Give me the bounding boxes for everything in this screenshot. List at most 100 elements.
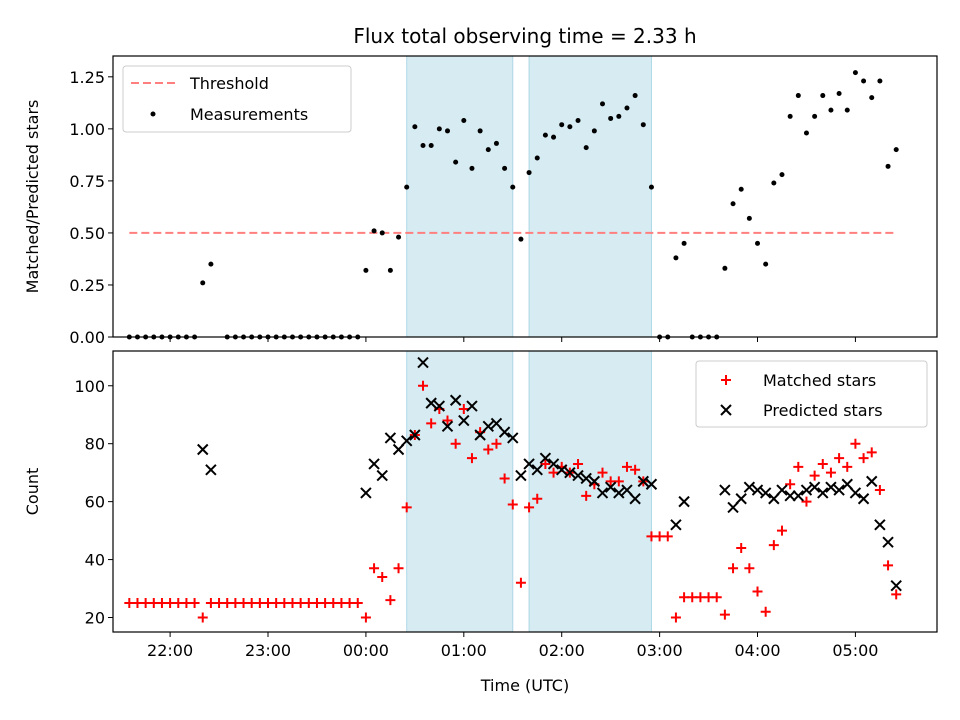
measurement-point [583, 145, 589, 151]
measurement-point [624, 105, 630, 111]
ratio-x-axis [169, 337, 856, 342]
y-tick-label: 80 [85, 435, 105, 454]
measurement-point [575, 118, 581, 124]
measurement-point [681, 240, 687, 246]
measurement-point [591, 128, 597, 134]
matched-star-point [891, 589, 902, 600]
measurement-point [844, 107, 850, 113]
count-marks [124, 356, 902, 623]
measurement-point [673, 255, 679, 261]
matched-star-point [581, 490, 592, 501]
predicted-star-point [841, 478, 853, 490]
observation-windows [406, 55, 652, 338]
matched-star-point [507, 499, 518, 510]
predicted-star-point [531, 464, 543, 476]
predicted-star-point [874, 519, 886, 531]
measurement-point [428, 143, 434, 149]
measurement-point [738, 186, 744, 192]
measurement-point [542, 132, 548, 138]
measurement-point [885, 163, 891, 169]
matched-star-point [850, 438, 861, 449]
matched-star-point [466, 453, 477, 464]
legend-measurement-label: Measurements [190, 105, 308, 124]
measurement-point [469, 165, 475, 171]
measurement-point [640, 122, 646, 128]
y-tick-label: 60 [85, 493, 105, 512]
ratio-panel: 0.00 0.25 0.50 0.75 1.00 1.25 Matched/Predict… [23, 55, 938, 347]
y-tick-label: 40 [85, 551, 105, 570]
matched-star-point [491, 438, 502, 449]
matched-star-point [817, 458, 828, 469]
predicted-star-point [596, 487, 609, 499]
ratio-y-axis-label: Matched/Predicted stars [23, 100, 42, 294]
measurement-point [632, 93, 638, 99]
predicted-star-point [792, 490, 805, 502]
observation-window [406, 55, 514, 338]
matched-star-point [630, 464, 641, 475]
predicted-star-point [376, 469, 388, 482]
matched-star-point [189, 598, 200, 609]
observation-window [528, 55, 652, 338]
predicted-star-point [580, 472, 592, 485]
matched-star-point [744, 563, 755, 574]
predicted-star-point [425, 397, 437, 409]
measurement-point [795, 93, 801, 99]
predicted-star-point [613, 487, 625, 499]
matched-star-point [776, 525, 787, 536]
measurement-point [836, 90, 842, 96]
ratio-legend: Threshold Measurements [122, 65, 352, 133]
predicted-star-point [474, 429, 486, 441]
y-tick-label: 0.50 [69, 224, 105, 243]
measurement-point [518, 236, 524, 242]
predicted-star-point [523, 458, 535, 470]
predicted-star-point [498, 426, 511, 438]
predicted-star-point [588, 475, 601, 488]
matched-star-point [515, 577, 526, 588]
predicted-star-point [409, 429, 421, 441]
legend-matched-label: Matched stars [763, 371, 876, 390]
matched-star-point [883, 560, 894, 571]
predicted-star-point [564, 466, 576, 479]
predicted-star-point [400, 435, 413, 447]
predicted-star-point [719, 484, 731, 496]
predicted-star-point [417, 356, 429, 369]
count-y-axis: 20 40 60 80 100 [74, 377, 113, 628]
legend-measurement-swatch [150, 111, 156, 117]
predicted-star-point [392, 443, 405, 456]
y-tick-label: 1.25 [69, 68, 105, 87]
predicted-star-point [800, 484, 813, 496]
measurement-point [396, 234, 402, 240]
measurement-point [551, 134, 557, 140]
matched-star-point [760, 606, 771, 617]
measurement-point [763, 261, 769, 267]
predicted-star-point [727, 501, 739, 514]
predicted-star-point [645, 478, 658, 490]
ratio-y-axis: 0.00 0.25 0.50 0.75 1.00 1.25 [69, 68, 113, 347]
measurement-point [616, 113, 622, 119]
matched-star-point [785, 479, 796, 490]
measurement-point [820, 93, 826, 99]
legend-predicted-swatch [720, 404, 732, 416]
predicted-star-point [197, 443, 209, 456]
measurement-point [608, 115, 614, 121]
matched-star-point [613, 476, 624, 487]
predicted-star-point [556, 464, 568, 476]
measurement-point [493, 140, 499, 146]
measurement-point [404, 184, 410, 190]
y-tick-label: 0.00 [69, 328, 105, 347]
measurement-point [893, 147, 899, 153]
count-plot-frame [112, 350, 938, 633]
predicted-star-point [629, 493, 641, 505]
measurement-point [787, 113, 793, 119]
predicted-star-point [678, 495, 690, 508]
matched-star-point [418, 380, 429, 391]
measurement-point [730, 201, 736, 207]
measurement-point [852, 70, 858, 76]
measurement-point [502, 165, 508, 171]
matched-star-point [670, 612, 681, 623]
matched-star-point [597, 467, 608, 478]
predicted-star-point [857, 493, 870, 505]
measurement-point [559, 122, 565, 128]
x-tick-label: 22:00 [147, 641, 193, 660]
